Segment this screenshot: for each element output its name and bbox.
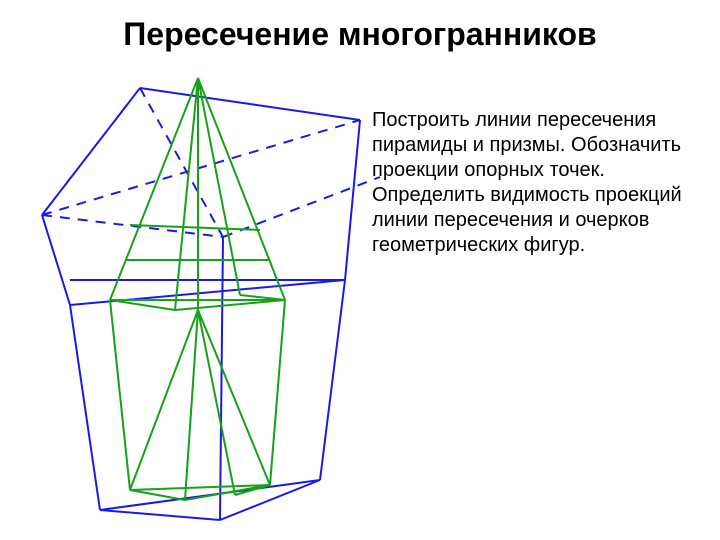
polyhedra-diagram — [0, 0, 720, 540]
slide: Пересечение многогранников Построить лин… — [0, 0, 720, 540]
